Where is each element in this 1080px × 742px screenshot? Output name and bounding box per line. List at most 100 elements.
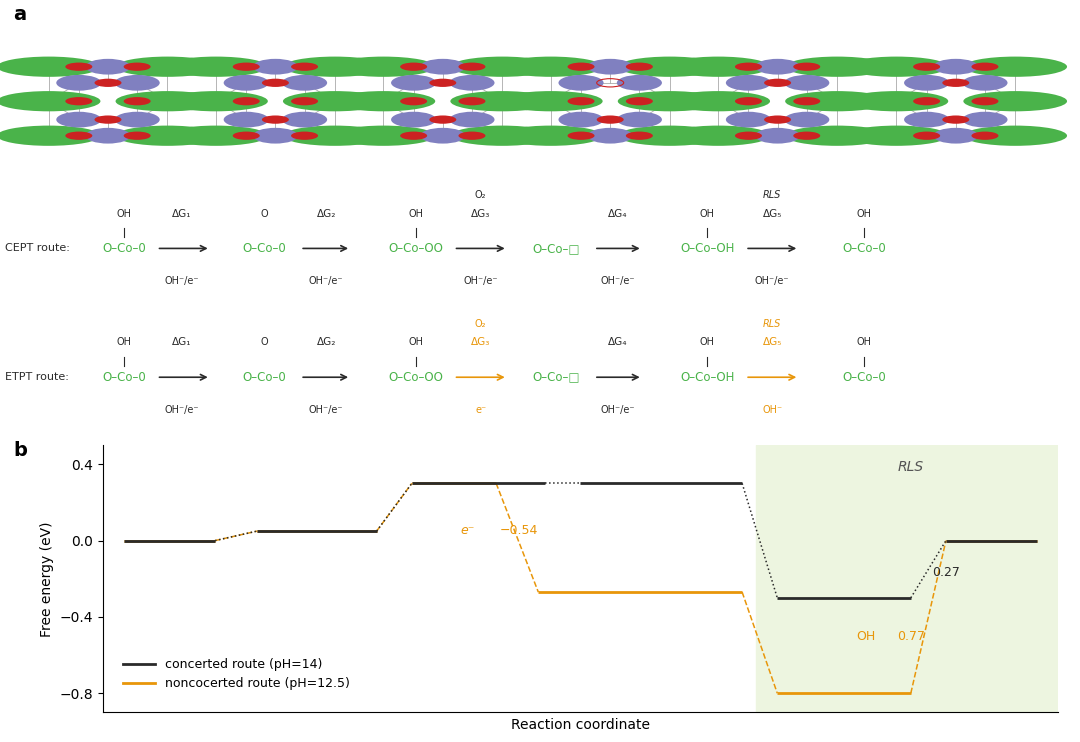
Text: b: b	[13, 441, 27, 461]
Ellipse shape	[261, 79, 289, 87]
Ellipse shape	[292, 97, 319, 105]
Text: ΔG₅: ΔG₅	[762, 209, 782, 218]
Text: ΔG₅: ΔG₅	[762, 338, 782, 347]
Ellipse shape	[292, 131, 319, 139]
Text: e⁻: e⁻	[475, 405, 486, 415]
Ellipse shape	[283, 91, 387, 111]
Ellipse shape	[224, 75, 269, 91]
Ellipse shape	[420, 59, 465, 75]
Ellipse shape	[588, 59, 633, 75]
Ellipse shape	[626, 131, 652, 139]
Text: O–Co–0: O–Co–0	[103, 371, 146, 384]
Y-axis label: Free energy (eV): Free energy (eV)	[40, 521, 54, 637]
Ellipse shape	[588, 128, 633, 144]
Ellipse shape	[400, 62, 427, 70]
Text: O–Co–0: O–Co–0	[243, 242, 286, 255]
Text: CEPT route:: CEPT route:	[5, 243, 70, 254]
Ellipse shape	[914, 97, 940, 105]
Ellipse shape	[400, 131, 427, 139]
Ellipse shape	[734, 97, 762, 105]
Ellipse shape	[904, 112, 949, 128]
Text: OH: OH	[856, 338, 872, 347]
Text: ΔG₃: ΔG₃	[471, 338, 490, 347]
Text: O–Co–□: O–Co–□	[532, 242, 580, 255]
Ellipse shape	[755, 59, 800, 75]
Ellipse shape	[400, 97, 427, 105]
Text: e⁻: e⁻	[461, 524, 475, 536]
Ellipse shape	[617, 112, 662, 128]
Text: O–Co–OH: O–Co–OH	[680, 242, 734, 255]
Ellipse shape	[618, 91, 721, 111]
Ellipse shape	[784, 112, 829, 128]
Ellipse shape	[233, 97, 260, 105]
Ellipse shape	[450, 56, 554, 77]
Text: OH: OH	[856, 209, 872, 218]
Ellipse shape	[66, 97, 93, 105]
Ellipse shape	[618, 125, 721, 146]
Ellipse shape	[793, 97, 821, 105]
Text: OH⁻: OH⁻	[762, 405, 782, 415]
Ellipse shape	[114, 112, 160, 128]
Ellipse shape	[116, 125, 219, 146]
Bar	[756, 445, 1058, 712]
Ellipse shape	[164, 56, 268, 77]
Ellipse shape	[726, 75, 771, 91]
Ellipse shape	[933, 59, 978, 75]
Ellipse shape	[499, 91, 603, 111]
Text: OH⁻/e⁻: OH⁻/e⁻	[463, 276, 498, 286]
Ellipse shape	[972, 62, 999, 70]
Ellipse shape	[558, 112, 604, 128]
Ellipse shape	[449, 112, 495, 128]
Ellipse shape	[0, 125, 100, 146]
Legend: concerted route (pH=14), noncocerted route (pH=12.5): concerted route (pH=14), noncocerted rou…	[119, 653, 354, 695]
Ellipse shape	[164, 91, 268, 111]
Text: O–Co–OO: O–Co–OO	[389, 242, 443, 255]
Ellipse shape	[845, 91, 948, 111]
Text: OH⁻/e⁻: OH⁻/e⁻	[309, 276, 343, 286]
Ellipse shape	[253, 59, 298, 75]
Ellipse shape	[734, 131, 762, 139]
Ellipse shape	[963, 125, 1067, 146]
Text: OH⁻/e⁻: OH⁻/e⁻	[164, 405, 199, 415]
Ellipse shape	[450, 125, 554, 146]
Ellipse shape	[626, 97, 652, 105]
Ellipse shape	[95, 116, 121, 124]
Ellipse shape	[962, 112, 1008, 128]
Ellipse shape	[558, 75, 604, 91]
Ellipse shape	[933, 128, 978, 144]
Ellipse shape	[56, 75, 102, 91]
Ellipse shape	[116, 56, 219, 77]
Text: O: O	[260, 209, 269, 218]
Ellipse shape	[785, 125, 889, 146]
Ellipse shape	[85, 59, 131, 75]
Text: ΔG₃: ΔG₃	[471, 209, 490, 218]
Text: OH⁻/e⁻: OH⁻/e⁻	[164, 276, 199, 286]
Ellipse shape	[164, 125, 268, 146]
Ellipse shape	[942, 79, 970, 87]
Text: O–Co–0: O–Co–0	[842, 242, 886, 255]
Text: O–Co–0: O–Co–0	[103, 242, 146, 255]
Ellipse shape	[618, 56, 721, 77]
Ellipse shape	[123, 62, 151, 70]
Ellipse shape	[224, 112, 269, 128]
Ellipse shape	[116, 91, 219, 111]
Ellipse shape	[391, 112, 436, 128]
Text: O₂: O₂	[475, 190, 486, 200]
Ellipse shape	[282, 75, 327, 91]
Ellipse shape	[429, 79, 456, 87]
Ellipse shape	[332, 91, 435, 111]
Ellipse shape	[845, 125, 948, 146]
Ellipse shape	[449, 75, 495, 91]
Ellipse shape	[942, 116, 970, 124]
Ellipse shape	[233, 62, 260, 70]
Ellipse shape	[0, 56, 100, 77]
Ellipse shape	[666, 91, 770, 111]
Ellipse shape	[114, 75, 160, 91]
Text: OH⁻/e⁻: OH⁻/e⁻	[309, 405, 343, 415]
Ellipse shape	[458, 131, 486, 139]
Ellipse shape	[123, 131, 151, 139]
Text: ΔG₁: ΔG₁	[172, 209, 191, 218]
Ellipse shape	[785, 56, 889, 77]
Ellipse shape	[962, 75, 1008, 91]
Text: ΔG₄: ΔG₄	[608, 209, 627, 218]
